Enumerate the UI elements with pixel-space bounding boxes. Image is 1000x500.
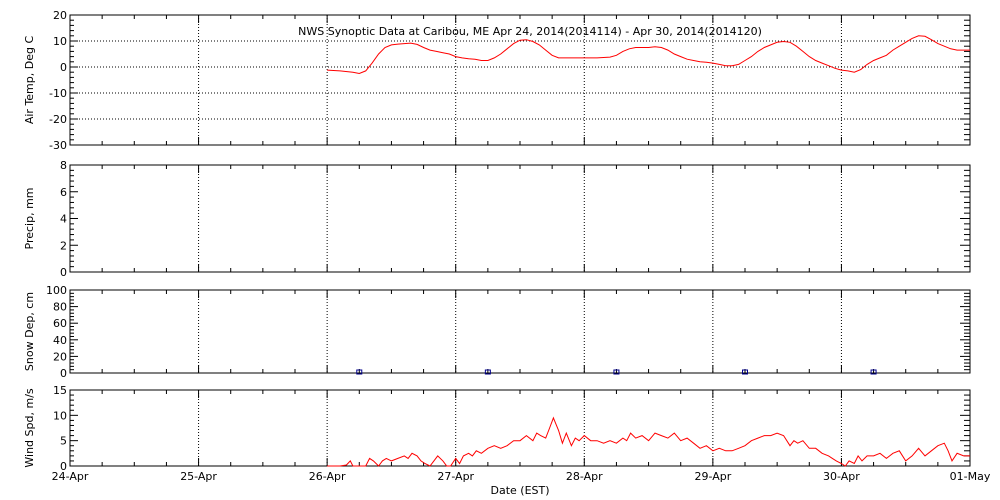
y-tick-label: 0 xyxy=(60,367,67,380)
y-tick-label: 5 xyxy=(60,435,67,448)
x-axis-ticks: 24-Apr 25-Apr 26-Apr 27-Apr 28-Apr 29-Apr 30-A… xyxy=(52,470,991,483)
panel-frame xyxy=(69,289,971,374)
y-tick-label: 40 xyxy=(53,334,67,347)
series-line-wind-speed xyxy=(327,416,970,467)
y-tick-label: 20 xyxy=(53,9,67,22)
y-tick-label: 80 xyxy=(53,301,67,314)
y-tick-label: 60 xyxy=(53,317,67,330)
x-tick-label: 24-Apr xyxy=(52,470,89,483)
panel-air-temp: 20 10 0 -10 -20 -30 Air Temp, Deg C xyxy=(23,9,971,152)
panel-wind-speed: 15 10 5 0 Wind Spd, m/s xyxy=(23,384,971,473)
panel-snow-depth: 100 80 60 40 20 0 Snow Dep, cm xyxy=(23,284,971,380)
y-tick-label: -10 xyxy=(49,87,67,100)
y-axis-label: Snow Dep, cm xyxy=(23,292,36,371)
y-tick-label: 6 xyxy=(60,186,67,199)
x-tick-label: 01-May xyxy=(950,470,991,483)
x-tick-label: 26-Apr xyxy=(309,470,346,483)
y-tick-label: 2 xyxy=(60,239,67,252)
x-tick-label: 27-Apr xyxy=(437,470,474,483)
series-line-air-temp xyxy=(327,35,970,75)
snow-depth-marker xyxy=(613,369,620,375)
y-tick-label: 10 xyxy=(53,409,67,422)
y-tick-label: 0 xyxy=(60,266,67,279)
panel-precip: 8 6 4 2 0 Precip, mm xyxy=(23,159,971,279)
y-tick-label: 100 xyxy=(46,284,67,297)
y-tick-label: 10 xyxy=(53,35,67,48)
chart-title: NWS Synoptic Data at Caribou, ME Apr 24,… xyxy=(298,25,762,38)
snow-depth-marker xyxy=(356,369,363,375)
y-axis-label: Wind Spd, m/s xyxy=(23,388,36,468)
y-tick-label: 4 xyxy=(60,213,67,226)
x-axis-label: Date (EST) xyxy=(490,484,549,497)
y-tick-label: -30 xyxy=(49,139,67,152)
snow-depth-marker xyxy=(742,369,748,375)
y-tick-label: 0 xyxy=(60,61,67,74)
y-tick-label: 20 xyxy=(53,350,67,363)
y-tick-label: 15 xyxy=(53,384,67,397)
x-tick-label: 25-Apr xyxy=(180,470,217,483)
panel-frame xyxy=(69,164,971,273)
y-tick-label: 0 xyxy=(60,460,67,473)
y-tick-label: -20 xyxy=(49,113,67,126)
x-tick-label: 30-Apr xyxy=(823,470,860,483)
x-tick-label: 29-Apr xyxy=(694,470,731,483)
snow-depth-marker xyxy=(870,369,877,375)
snow-depth-marker xyxy=(484,369,491,375)
x-tick-label: 28-Apr xyxy=(566,470,603,483)
y-axis-label: Precip, mm xyxy=(23,188,36,250)
panel-frame xyxy=(69,389,971,467)
y-axis-label: Air Temp, Deg C xyxy=(23,36,36,125)
y-tick-label: 8 xyxy=(60,159,67,172)
